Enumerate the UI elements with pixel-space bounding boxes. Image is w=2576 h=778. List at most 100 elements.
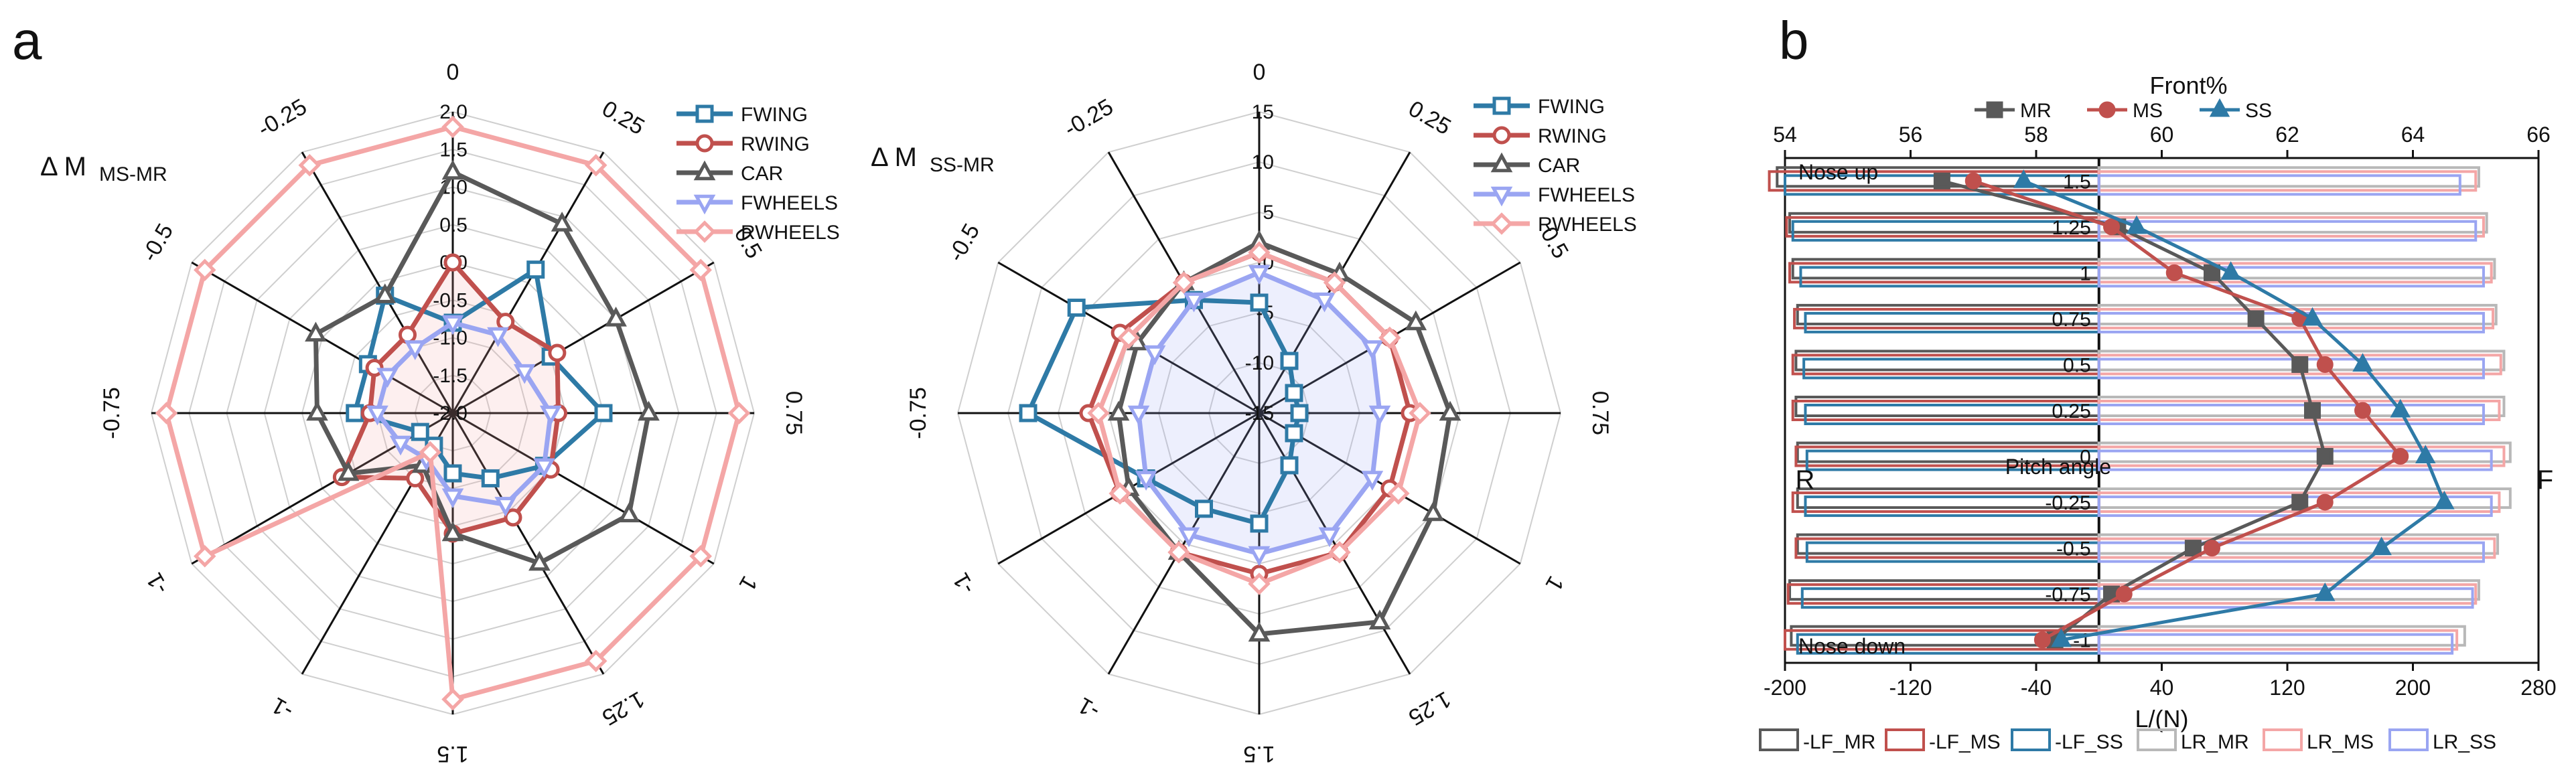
category-label: 0.25 — [1404, 96, 1455, 140]
top-tick-label: 56 — [1899, 123, 1923, 147]
series-point-fwheels — [1135, 471, 1157, 491]
line-point-mr — [2247, 310, 2265, 327]
category-label: 1 — [734, 572, 762, 595]
bar-lr-ss — [2097, 220, 2478, 242]
pitch-tick-label: 1 — [2080, 262, 2091, 285]
radar-spoke — [451, 412, 605, 675]
bar-lr-ss — [2097, 174, 2461, 196]
series-point-fwing — [346, 404, 364, 422]
series-point-fwing — [526, 260, 545, 279]
category-label: 1.5 — [437, 741, 468, 767]
legend-marker-car — [693, 160, 716, 181]
category-label: 0.75 — [781, 391, 806, 435]
line-point-mr — [2291, 356, 2309, 373]
series-point-car — [441, 159, 464, 180]
series-point-rwheels — [1248, 241, 1271, 264]
bar-lr-ss — [2097, 358, 2485, 380]
radial-tick-label: -1.5 — [433, 365, 468, 387]
line-point-ss — [2434, 490, 2455, 510]
category-label: -1 — [1074, 692, 1104, 724]
pitch-tick-label: 0.5 — [2063, 354, 2091, 376]
legend-label-car: CAR — [1538, 155, 1580, 177]
radar-spoke — [452, 261, 715, 414]
series-point-fwing — [1250, 293, 1269, 312]
category-label: -0.75 — [906, 387, 931, 439]
radial-tick-label: 10 — [1252, 151, 1274, 173]
series-point-rwheels — [194, 258, 216, 281]
legend-swatch-lr-ms — [2263, 728, 2303, 751]
radial-tick-label: -0.5 — [433, 289, 468, 311]
line-point-ms — [2316, 493, 2334, 511]
category-label: -0.5 — [137, 220, 178, 266]
series-point-fwheels — [1361, 340, 1384, 360]
category-label: 0.75 — [1587, 391, 1613, 435]
line-point-mr — [1933, 172, 1950, 189]
series-point-car — [305, 321, 327, 342]
bar-lr-ss — [2097, 633, 2454, 655]
category-label: 1.25 — [1404, 686, 1455, 730]
top-tick-label: 58 — [2024, 123, 2048, 147]
series-point-fwing — [1285, 384, 1303, 402]
series-point-fwheels — [539, 405, 562, 426]
bottom-tick-label: 40 — [2150, 676, 2174, 700]
radar-ylabel-subscript: SS-MR — [930, 154, 995, 176]
pitch-tick-label: 0.75 — [2052, 309, 2090, 331]
series-point-fwheels — [1248, 264, 1271, 285]
series-point-car — [551, 212, 573, 232]
legend-swatch-lr-mr — [2137, 728, 2177, 751]
series-point-rwheels — [689, 545, 712, 568]
pitch-tick-label: 0 — [2080, 447, 2091, 469]
bottom-tick-label: -200 — [1764, 676, 1806, 700]
pitch-axis-label: Pitch angle — [2005, 455, 2111, 479]
pitch-tick-label: -0.75 — [2045, 584, 2090, 606]
top-tick-label: 60 — [2150, 123, 2174, 147]
series-point-rwing — [548, 343, 567, 362]
series-point-rwing — [443, 253, 462, 272]
radar-area-shade — [1139, 273, 1380, 554]
series-point-car — [605, 306, 627, 327]
legend-label-rwing: RWING — [1538, 125, 1607, 147]
legend-label-fwing: FWING — [1538, 96, 1605, 118]
top-axis-label: Front% — [2149, 72, 2227, 99]
series-point-rwheels — [1108, 482, 1131, 505]
series-point-rwheels — [585, 154, 607, 177]
series-point-fwing — [1195, 499, 1213, 518]
series-point-rwheels — [441, 688, 464, 711]
series-point-car — [1405, 310, 1427, 331]
bottom-tick-label: -40 — [2021, 676, 2052, 700]
bar-lr-ss — [2097, 266, 2485, 288]
bottom-tick-label: 200 — [2395, 676, 2431, 700]
bar-lr-ss — [2097, 541, 2485, 563]
series-point-fwheels — [389, 435, 412, 456]
radar-ylabel-subscript: MS-MR — [99, 163, 167, 185]
series-point-fwing — [594, 404, 613, 422]
series-point-rwing — [496, 313, 515, 331]
legend-label-lr-ms: LR_MS — [2307, 731, 2374, 753]
legend-swatch-lf-ms — [1885, 728, 1925, 751]
legend-swatch-lr-ss — [2388, 728, 2429, 751]
radar-ylabel: Δ M — [40, 152, 86, 181]
legend-label-rwheels: RWHEELS — [1538, 214, 1637, 236]
series-point-rwheels — [298, 154, 321, 177]
legend-label-lf-ms: -LF_MS — [1929, 731, 2001, 753]
series-point-rwheels — [1248, 572, 1271, 595]
line-mr — [1941, 179, 2327, 641]
line-point-mr — [2204, 264, 2220, 281]
radar-chart-ss-mr: -15-10-505101500.250.50.7511.251.5-1-1-0… — [871, 60, 1637, 767]
category-label: -0.25 — [1060, 94, 1117, 142]
series-point-fwing — [1290, 404, 1309, 422]
legend-label-car: CAR — [741, 163, 783, 185]
series-point-fwheels — [404, 340, 427, 360]
radial-tick-label: 15 — [1252, 101, 1274, 123]
pitch-tick-label: -0.25 — [2045, 492, 2090, 514]
pitch-tick-label: 1.25 — [2052, 217, 2090, 239]
series-point-fwheels — [1361, 471, 1384, 491]
series-point-car — [618, 502, 640, 523]
series-point-fwheels — [441, 488, 464, 509]
series-point-fwheels — [1127, 405, 1150, 426]
radar-spoke — [452, 412, 715, 565]
line-point-ss — [2302, 307, 2323, 326]
line-point-mr — [2304, 402, 2321, 419]
legend-swatch-lf-mr — [1759, 728, 1799, 751]
